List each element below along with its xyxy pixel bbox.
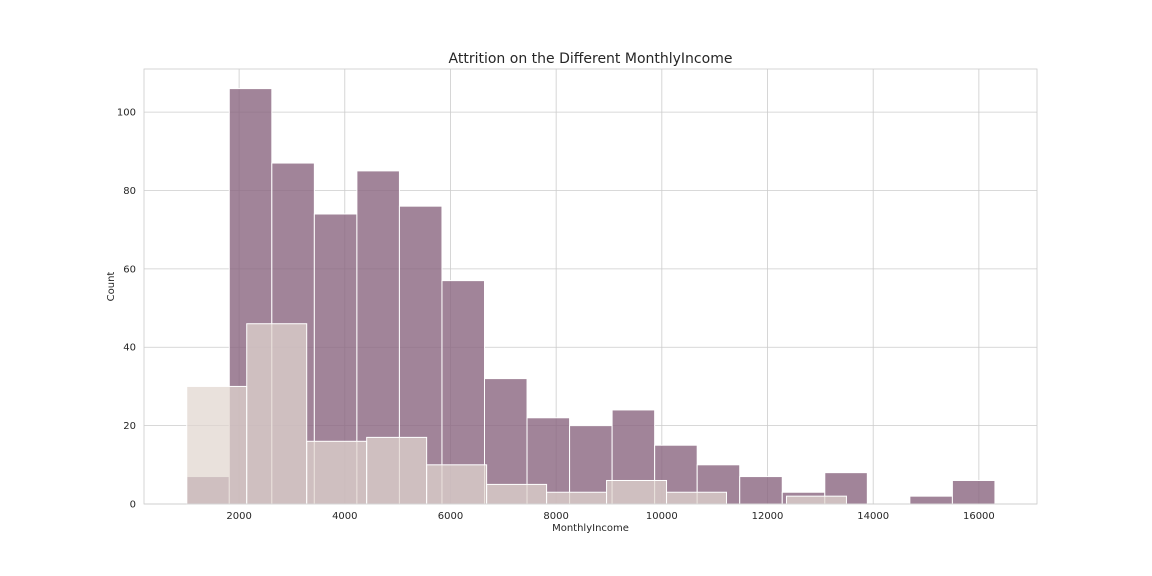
x-tick-label: 10000 bbox=[646, 511, 678, 522]
y-tick-label: 40 bbox=[123, 343, 136, 354]
chart-title: Attrition on the Different MonthlyIncome bbox=[449, 51, 733, 67]
y-tick-label: 60 bbox=[123, 264, 136, 275]
x-axis-label: MonthlyIncome bbox=[552, 523, 629, 534]
histogram-bar bbox=[186, 385, 248, 505]
y-tick-label: 0 bbox=[130, 500, 136, 511]
histogram-bar bbox=[366, 436, 428, 505]
histogram-bar bbox=[606, 479, 668, 505]
histogram-bar bbox=[951, 479, 996, 505]
plot-frame bbox=[143, 68, 1038, 505]
histogram-bar bbox=[426, 464, 488, 505]
histogram-bar bbox=[484, 378, 528, 505]
histogram-bar bbox=[486, 483, 548, 505]
x-tick-label: 6000 bbox=[438, 511, 463, 522]
y-tick-label: 80 bbox=[123, 186, 136, 197]
histogram-bar bbox=[785, 495, 847, 505]
x-tick-label: 4000 bbox=[332, 511, 357, 522]
histogram-bar bbox=[306, 440, 368, 505]
x-tick-label: 2000 bbox=[226, 511, 251, 522]
histogram-bar bbox=[546, 491, 608, 505]
series-1-bars bbox=[186, 323, 847, 505]
y-tick-labels: 0 20 40 60 80 100 bbox=[117, 108, 136, 511]
x-tick-label: 14000 bbox=[857, 511, 889, 522]
y-tick-label: 100 bbox=[117, 108, 136, 119]
x-tick-label: 8000 bbox=[543, 511, 568, 522]
histogram-bar bbox=[246, 323, 308, 505]
histogram-bar bbox=[569, 425, 613, 505]
x-tick-label: 12000 bbox=[752, 511, 784, 522]
histogram-bar bbox=[739, 476, 783, 505]
x-tick-labels: 2000 4000 6000 8000 10000 12000 14000 16000 bbox=[226, 511, 994, 522]
x-tick-label: 16000 bbox=[963, 511, 995, 522]
histogram-bar bbox=[909, 495, 953, 505]
y-axis-label: Count bbox=[106, 272, 117, 302]
y-tick-label: 20 bbox=[123, 421, 136, 432]
histogram-bar bbox=[666, 491, 728, 505]
